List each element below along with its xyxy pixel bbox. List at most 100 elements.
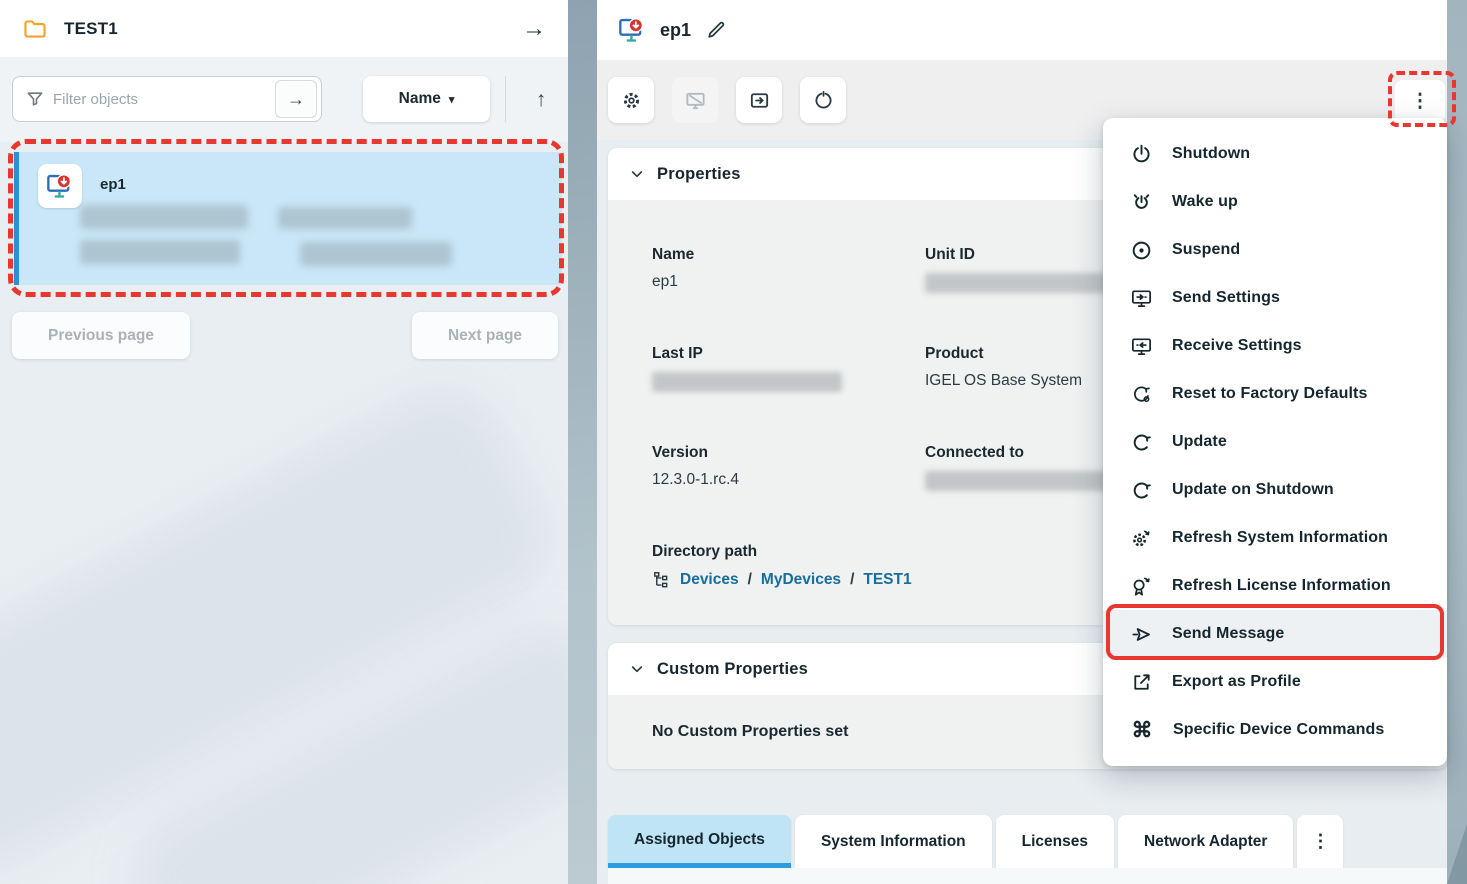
breadcrumb: Devices / MyDevices / TEST1 — [652, 570, 1447, 589]
filter-objects-box[interactable]: → — [12, 76, 322, 122]
device-actions-menu: Shutdown Wake up Suspend Send Settings R… — [1103, 118, 1447, 766]
folder-header: TEST1 → — [0, 0, 568, 57]
breadcrumb-separator: / — [747, 570, 752, 588]
menu-item-reset-factory-defaults[interactable]: Reset to Factory Defaults — [1103, 370, 1447, 418]
menu-item-label: Update on Shutdown — [1172, 481, 1334, 498]
menu-item-update[interactable]: Update — [1103, 418, 1447, 466]
pencil-icon — [705, 19, 727, 41]
sort-direction-button[interactable]: ↑ — [523, 82, 559, 118]
monitor-off-icon — [685, 92, 705, 109]
redacted-detail — [80, 240, 240, 264]
redacted-value — [925, 273, 1115, 293]
field-connected-to: Connected to — [925, 444, 1447, 526]
more-tabs-button[interactable]: ⋮ — [1297, 815, 1344, 868]
refresh-system-icon — [1133, 530, 1150, 546]
device-title: ep1 — [660, 19, 692, 40]
open-folder-arrow-button[interactable]: → — [522, 14, 546, 42]
factory-reset-icon — [1134, 386, 1150, 402]
redacted-detail — [80, 205, 248, 229]
properties-title: Properties — [657, 164, 741, 183]
next-page-button[interactable]: Next page — [412, 312, 558, 359]
edit-name-button[interactable] — [705, 19, 727, 41]
sort-by-label: Name — [398, 90, 441, 107]
move-arrow-icon — [750, 92, 768, 108]
field-label: Version — [652, 444, 708, 461]
menu-item-label: Reset to Factory Defaults — [1172, 385, 1368, 402]
field-unit-id: Unit ID — [925, 246, 1447, 328]
funnel-icon — [25, 89, 45, 109]
reboot-button[interactable] — [800, 77, 846, 123]
monitor-send-icon — [1132, 289, 1151, 307]
filter-objects-input[interactable] — [53, 90, 275, 108]
monitor-receive-icon — [1132, 337, 1151, 355]
selection-accent-bar — [14, 152, 19, 285]
gear-icon — [623, 92, 639, 108]
field-label: Connected to — [925, 444, 1025, 461]
custom-properties-title: Custom Properties — [657, 659, 809, 678]
caret-down-icon: ▾ — [448, 93, 455, 106]
send-message-icon — [1132, 627, 1150, 641]
tab-network-adapter[interactable]: Network Adapter — [1118, 815, 1294, 868]
menu-item-label: Shutdown — [1172, 145, 1251, 162]
command-icon: ⌘ — [1131, 718, 1153, 742]
menu-item-wake-up[interactable]: Wake up — [1103, 178, 1447, 226]
redacted-value — [652, 372, 842, 392]
panel-divider — [568, 0, 597, 884]
device-detail-header: ep1 — [597, 0, 1467, 60]
menu-item-send-message[interactable]: Send Message — [1103, 610, 1447, 658]
tab-assigned-objects[interactable]: Assigned Objects — [608, 815, 791, 868]
folder-icon — [22, 16, 48, 42]
field-version: Version 12.3.0-1.rc.4 — [652, 444, 925, 526]
export-profile-icon — [1134, 673, 1150, 690]
field-label: Product — [925, 345, 984, 362]
menu-item-export-as-profile[interactable]: Export as Profile — [1103, 658, 1447, 706]
more-actions-button[interactable]: ⋮ — [1395, 80, 1445, 122]
field-product: Product IGEL OS Base System — [925, 345, 1447, 427]
previous-page-button[interactable]: Previous page — [12, 312, 190, 359]
tab-licenses[interactable]: Licenses — [995, 815, 1114, 868]
breadcrumb-link-mydevices[interactable]: MyDevices — [760, 570, 842, 588]
redacted-value — [925, 471, 1115, 491]
menu-item-label: Update — [1172, 433, 1227, 450]
field-last-ip: Last IP — [652, 345, 925, 427]
menu-item-refresh-license-information[interactable]: Refresh License Information — [1103, 562, 1447, 610]
field-value: ep1 — [652, 273, 678, 290]
menu-item-specific-device-commands[interactable]: ⌘ Specific Device Commands — [1103, 706, 1447, 754]
update-icon — [1133, 434, 1151, 450]
menu-item-label: Export as Profile — [1172, 673, 1301, 690]
menu-item-shutdown[interactable]: Shutdown — [1103, 130, 1447, 178]
tree-icon — [652, 570, 671, 589]
field-label: Directory path — [652, 543, 758, 560]
menu-item-label: Refresh System Information — [1172, 529, 1388, 546]
settings-button[interactable] — [608, 77, 654, 123]
redacted-detail — [278, 207, 412, 229]
breadcrumb-link-devices[interactable]: Devices — [680, 570, 739, 588]
refresh-license-icon — [1133, 577, 1150, 596]
corner-decoration — [1447, 824, 1467, 884]
reboot-icon — [815, 90, 831, 108]
menu-item-update-on-shutdown[interactable]: Update on Shutdown — [1103, 466, 1447, 514]
tabs-baseline — [608, 868, 1458, 884]
igel-device-icon — [47, 174, 72, 198]
device-list-item-ep1[interactable]: ep1 — [14, 152, 562, 285]
move-to-directory-button[interactable] — [736, 77, 782, 123]
chevron-down-icon — [629, 166, 645, 182]
menu-item-suspend[interactable]: Suspend — [1103, 226, 1447, 274]
field-directory-path: Directory path Devices / MyDevices / TES… — [652, 543, 1447, 625]
device-icon-tile — [38, 164, 82, 208]
menu-item-label: Send Message — [1172, 625, 1285, 642]
tab-system-information[interactable]: System Information — [794, 815, 992, 868]
redacted-detail — [300, 242, 452, 266]
menu-item-receive-settings[interactable]: Receive Settings — [1103, 322, 1447, 370]
menu-item-label: Send Settings — [1172, 289, 1280, 306]
menu-item-send-settings[interactable]: Send Settings — [1103, 274, 1447, 322]
chevron-down-icon — [629, 661, 645, 677]
filter-submit-button[interactable]: → — [275, 80, 317, 118]
suspend-icon — [1132, 241, 1151, 259]
breadcrumb-link-test1[interactable]: TEST1 — [863, 570, 912, 588]
menu-item-label: Receive Settings — [1172, 337, 1302, 354]
menu-item-refresh-system-information[interactable]: Refresh System Information — [1103, 514, 1447, 562]
sort-by-button[interactable]: Name ▾ — [363, 76, 490, 122]
menu-item-label: Specific Device Commands — [1173, 721, 1385, 738]
menu-item-label: Wake up — [1172, 193, 1238, 210]
